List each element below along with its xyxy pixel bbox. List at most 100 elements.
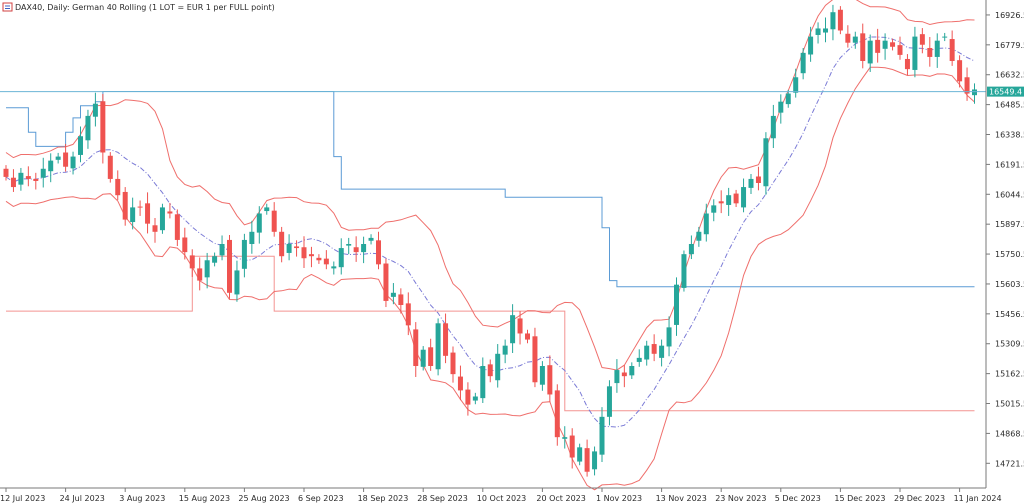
candle-body (808, 36, 814, 55)
candle-body (674, 284, 679, 325)
candle-body (733, 193, 739, 204)
candle-body (70, 156, 76, 169)
x-tick-label: 24 Jul 2023 (60, 494, 105, 503)
candle-body (174, 214, 180, 240)
candle-body (957, 60, 963, 82)
x-tick-label: 15 Dec 2023 (834, 494, 885, 503)
candle-body (204, 260, 210, 278)
channel-upper-line (6, 91, 975, 288)
candle-body (904, 58, 910, 70)
candle-body (793, 77, 799, 93)
candle-body (726, 195, 732, 205)
candle-body (390, 292, 396, 297)
candle-body (92, 103, 98, 117)
y-tick-label: 16779.5 (995, 41, 1024, 50)
price-tag-value: 16549.4 (989, 88, 1022, 97)
candle-body (33, 178, 39, 181)
candle-body (264, 207, 270, 212)
candle-body (465, 389, 471, 405)
y-tick-label: 15603.5 (995, 280, 1024, 289)
x-tick-label: 10 Oct 2023 (477, 494, 526, 503)
candle-body (18, 172, 24, 185)
candle-body (510, 315, 516, 344)
candle-body (443, 323, 449, 356)
candle-body (584, 448, 590, 472)
candle-body (286, 244, 292, 253)
y-tick-label: 14868.5 (995, 429, 1024, 438)
candle-body (63, 152, 69, 167)
candle-body (770, 115, 776, 139)
candle-body (308, 254, 314, 257)
x-tick-label: 23 Nov 2023 (715, 494, 766, 503)
candle-body (279, 231, 285, 257)
candle-body (614, 370, 620, 384)
x-tick-label: 3 Aug 2023 (119, 494, 165, 503)
candle-body (48, 160, 54, 172)
candle-body (823, 28, 828, 33)
candle-body (256, 213, 262, 233)
x-tick-label: 6 Sep 2023 (298, 494, 344, 503)
candle-body (420, 349, 426, 367)
candle-body (55, 156, 61, 160)
candle-body (182, 237, 188, 253)
y-tick-label: 16632.5 (995, 71, 1024, 80)
candle-body (241, 239, 247, 269)
candle-body (666, 327, 672, 347)
candle-body (942, 36, 948, 38)
candle-body (502, 345, 508, 355)
candle-body (621, 372, 627, 377)
candle-body (837, 9, 843, 31)
candle-body (10, 177, 16, 188)
x-tick-label: 18 Sep 2023 (358, 494, 409, 503)
candle-body (532, 336, 538, 383)
candle-body (361, 244, 367, 253)
candle-body (435, 323, 441, 370)
candle-body (875, 39, 881, 53)
candle-body (711, 205, 717, 213)
candle-body (234, 270, 240, 295)
time-axis: 12 Jul 2023 24 Jul 2023 3 Aug 2023 15 Aug 2… (0, 488, 1002, 503)
y-tick-label: 15456.5 (995, 310, 1024, 319)
header-bar: DAX40, Daily: German 40 Rolling (1 LOT =… (2, 2, 275, 12)
candle-body (830, 12, 836, 30)
candle-body (577, 447, 583, 462)
candle-body (323, 258, 329, 265)
candle-body (122, 191, 128, 220)
candle-body (934, 40, 940, 57)
candle-body (659, 345, 665, 358)
candle-body (353, 247, 359, 253)
candle-body (137, 206, 143, 208)
candle-body (599, 416, 605, 455)
candle-body (919, 34, 925, 45)
y-tick-label: 16191.5 (995, 160, 1024, 169)
candle-body (159, 207, 165, 231)
candle-body (487, 364, 493, 377)
candle-body (346, 244, 352, 246)
price-axis: 16926.5 16779.5 16632.5 16485.5 16338.5 16191… (986, 11, 1024, 468)
x-tick-label: 13 Nov 2023 (656, 494, 707, 503)
y-tick-label: 16338.5 (995, 131, 1024, 140)
candle-body (592, 451, 598, 470)
candle-body (763, 138, 769, 187)
candle-body (525, 333, 530, 340)
price-tag: 16549.4 (987, 86, 1024, 97)
candle-body (271, 210, 277, 232)
candle-body (912, 36, 918, 70)
candle-body (100, 101, 106, 153)
candle-body (800, 52, 806, 74)
candle-body (927, 47, 933, 57)
envelope-upper-line (5, 0, 975, 371)
candle-body (703, 213, 709, 235)
candle-body (457, 376, 463, 391)
candle-body (718, 201, 724, 204)
candle-body (145, 203, 151, 224)
candle-body (219, 244, 225, 256)
candle-body (301, 247, 307, 259)
candle-body (636, 357, 642, 362)
y-tick-label: 15015.5 (995, 400, 1024, 409)
candles (3, 4, 977, 477)
candle-body (785, 93, 791, 105)
candle-body (688, 244, 694, 255)
